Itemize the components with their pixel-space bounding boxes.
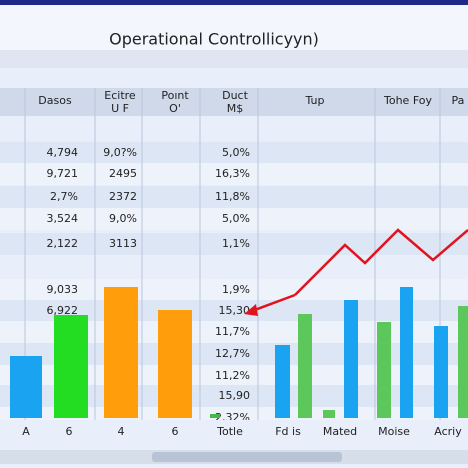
bar-label: Fd is — [275, 425, 301, 438]
bar-label: Acriy — [434, 425, 462, 438]
column-header: Poınt O' — [161, 89, 189, 115]
bar — [158, 310, 192, 418]
table-cell: 11,2% — [215, 369, 250, 382]
title-bar — [0, 5, 468, 50]
bar — [104, 287, 138, 418]
bar-label: 6 — [172, 425, 179, 438]
table-cell: 15,90 — [219, 389, 251, 402]
column-header: Duct M$ — [222, 89, 248, 115]
bars — [10, 287, 468, 418]
bar — [323, 410, 335, 418]
bar-label: Totle — [216, 425, 243, 438]
bar — [54, 315, 88, 418]
bar-label: Moise — [378, 425, 410, 438]
table-cell: 3,524 — [47, 212, 79, 225]
scroll-thumb[interactable] — [152, 452, 342, 462]
table-cell: 6,922 — [47, 304, 79, 317]
column-header: Ecitre U F — [104, 89, 136, 115]
bar-label: 4 — [118, 425, 125, 438]
arrow-head — [244, 304, 258, 316]
bar — [400, 287, 413, 418]
table-cell: 5,0% — [222, 212, 250, 225]
column-header: Pa — [452, 94, 465, 107]
table-cell: 5,0% — [222, 146, 250, 159]
header-row — [0, 88, 468, 116]
bar — [344, 300, 358, 418]
table-cell: 9,721 — [47, 167, 79, 180]
column-header: Tup — [304, 94, 324, 107]
bar — [275, 345, 290, 418]
title: Operational Controllicуyn) — [109, 30, 319, 49]
row-band — [0, 142, 468, 164]
table-cell: 12,7% — [215, 347, 250, 360]
row-band — [0, 163, 468, 185]
bar-label: 6 — [66, 425, 73, 438]
toolbar — [0, 50, 468, 68]
label-row — [0, 420, 468, 444]
table-cell: 3113 — [109, 237, 137, 250]
table-cell: 1,1% — [222, 237, 250, 250]
bar-label: Mated — [323, 425, 357, 438]
bar — [377, 322, 391, 418]
bar — [434, 326, 448, 418]
arrow-shaft — [251, 293, 296, 313]
bar — [210, 414, 220, 418]
table-cell: 9,0?% — [103, 146, 137, 159]
bar — [10, 356, 42, 418]
bar-label: A — [22, 425, 30, 438]
column-header: Tohe Foy — [383, 94, 432, 107]
table-cell: 11,8% — [215, 190, 250, 203]
table-cell: 1,9% — [222, 283, 250, 296]
top-border — [0, 0, 468, 5]
trend-line — [294, 228, 468, 296]
table-cell: 4,794 — [47, 146, 79, 159]
bar — [458, 306, 468, 418]
table-cell: 11,7% — [215, 325, 250, 338]
table-cell: 2,7% — [50, 190, 78, 203]
table-cell: 2495 — [109, 167, 137, 180]
row-band — [0, 186, 468, 208]
table-cell: 2372 — [109, 190, 137, 203]
row-band — [0, 208, 468, 230]
bar — [298, 314, 312, 418]
table-cell: 2,122 — [47, 237, 79, 250]
table-cell: 9,033 — [47, 283, 79, 296]
table-cell: 16,3% — [215, 167, 250, 180]
table-cell: 9,0% — [109, 212, 137, 225]
column-header: Dasos — [38, 94, 72, 107]
table-cell: 15,30 — [219, 304, 251, 317]
